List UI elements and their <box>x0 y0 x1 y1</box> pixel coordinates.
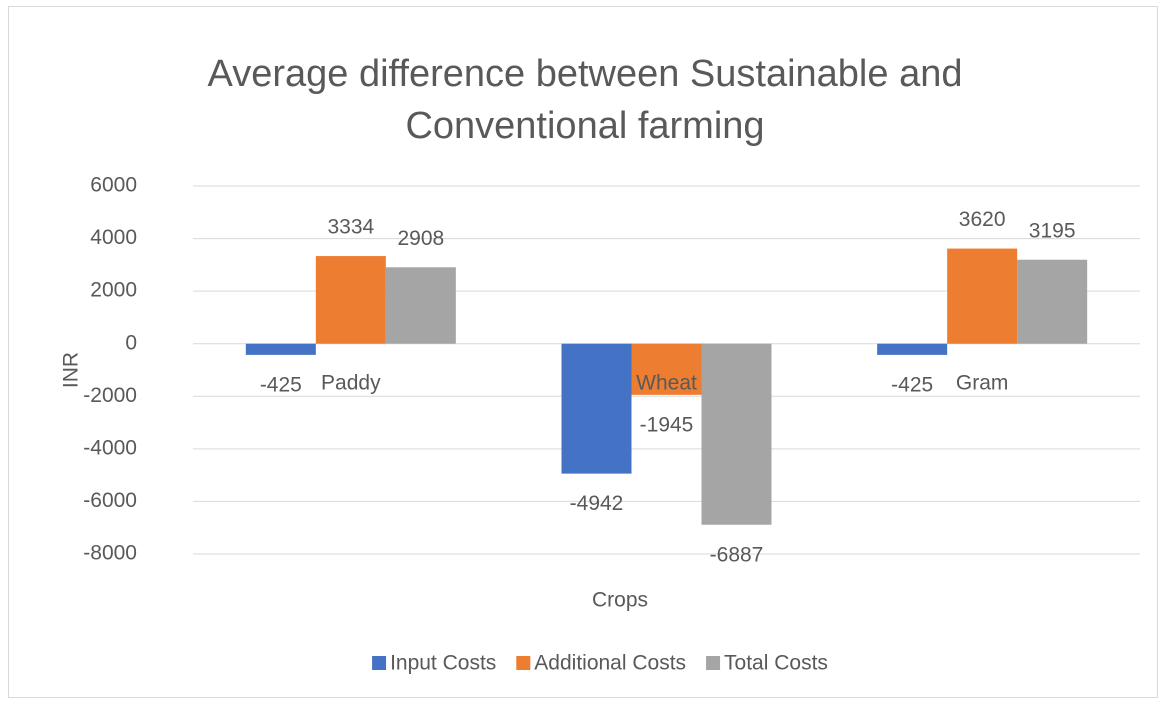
bar <box>385 267 456 344</box>
bar <box>701 343 772 525</box>
bar <box>245 343 316 355</box>
bar <box>947 248 1018 344</box>
data-label: 3620 <box>959 208 1006 231</box>
y-tick-label: 0 <box>125 331 137 354</box>
y-tick-label: 6000 <box>90 174 137 197</box>
bar <box>561 343 632 474</box>
x-axis-title: Crops <box>592 589 648 612</box>
y-axis-title: INR <box>60 352 83 388</box>
data-label: -4942 <box>570 492 624 515</box>
data-label: -425 <box>891 373 933 396</box>
y-tick-label: -2000 <box>83 384 137 407</box>
y-tick-label: -8000 <box>83 542 137 565</box>
bar <box>877 343 948 355</box>
data-label: 2908 <box>397 227 444 250</box>
x-tick-label: Paddy <box>321 371 381 394</box>
data-label: -1945 <box>640 413 694 436</box>
data-label: -6887 <box>710 543 764 566</box>
y-tick-label: 2000 <box>90 279 137 302</box>
legend-label: Total Costs <box>724 652 828 675</box>
y-tick-label: 4000 <box>90 226 137 249</box>
y-tick-label: -4000 <box>83 436 137 459</box>
legend-swatch <box>372 656 387 670</box>
x-tick-label: Wheat <box>636 371 697 394</box>
x-tick-label: Gram <box>956 371 1009 394</box>
y-tick-label: -6000 <box>83 489 137 512</box>
bar <box>631 343 702 395</box>
legend-label: Additional Costs <box>534 652 686 675</box>
data-label: -425 <box>260 373 302 396</box>
data-label: 3334 <box>327 216 374 239</box>
chart-title: Average difference between Sustainable a… <box>207 53 963 147</box>
chart-frame <box>8 6 1158 698</box>
legend-label: Input Costs <box>390 652 496 675</box>
data-label: 3195 <box>1029 219 1076 242</box>
bar <box>315 256 386 344</box>
bar <box>1017 259 1088 344</box>
legend-swatch <box>706 656 721 670</box>
legend-swatch <box>516 656 531 670</box>
